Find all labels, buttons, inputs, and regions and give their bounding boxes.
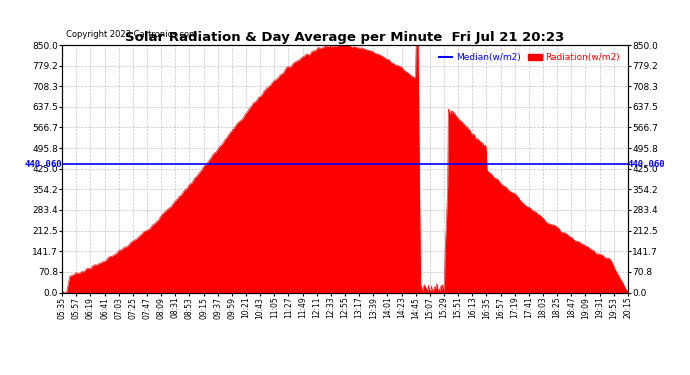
Text: 440.060: 440.060 [24, 160, 62, 169]
Text: Copyright 2023 Cartronics.com: Copyright 2023 Cartronics.com [66, 30, 197, 39]
Legend: Median(w/m2), Radiation(w/m2): Median(w/m2), Radiation(w/m2) [435, 50, 623, 66]
Text: 440.060: 440.060 [628, 160, 666, 169]
Title: Solar Radiation & Day Average per Minute  Fri Jul 21 20:23: Solar Radiation & Day Average per Minute… [126, 31, 564, 44]
